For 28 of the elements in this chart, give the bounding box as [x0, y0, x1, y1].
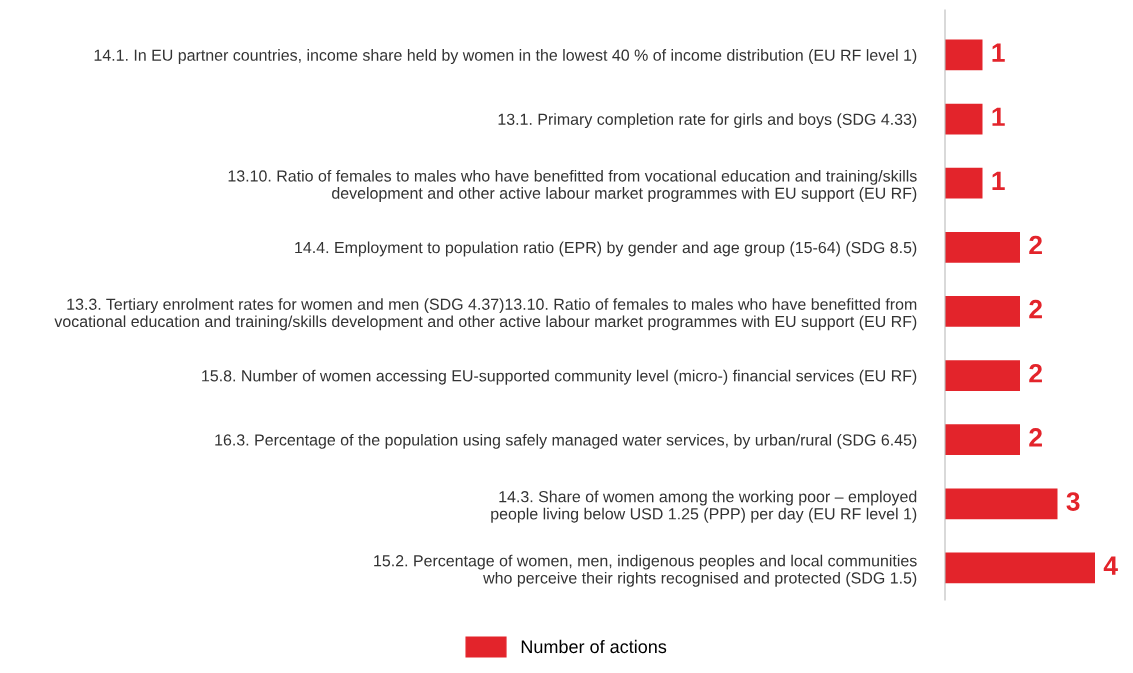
y-tick-label: 13.3. Tertiary enrolment rates for women and men (SDG 4.37)13.10. Ratio of females to males who have benefitted from vocational education and training/skills development and other active labour market programmes with EU support (EU RF)	[54, 298, 917, 331]
legend-label: Number of actions	[521, 639, 667, 654]
bar	[945, 103, 983, 135]
y-tick-label: 14.4. Employment to population ratio (EPR) by gender and age group (15-64) (SDG 8.5)	[295, 241, 917, 257]
data-label: 1	[992, 43, 1005, 62]
bar	[945, 552, 1095, 584]
bar	[945, 39, 983, 71]
bar	[945, 167, 983, 199]
data-label: 4	[1103, 556, 1118, 575]
data-label: 1	[992, 107, 1005, 126]
data-label: 2	[1029, 363, 1042, 383]
bar	[945, 296, 1020, 327]
y-tick-label: 16.3. Percentage of the population using safely managed water services, by urban/rural (SDG 6.45)	[215, 433, 917, 449]
bar	[945, 488, 1058, 520]
data-label: 3	[1066, 492, 1080, 511]
y-tick-label: 13.10. Ratio of females to males who have benefitted from vocational education and training/skills development and other active labour market programmes with EU support (EU RF)	[228, 169, 917, 203]
bar	[945, 424, 1020, 456]
data-label: 2	[1029, 235, 1042, 255]
y-tick-label: 13.1. Primary completion rate for girls and boys (SDG 4.33)	[498, 113, 917, 129]
data-label: 2	[1029, 299, 1042, 319]
data-label: 1	[992, 171, 1005, 190]
bar	[945, 360, 1020, 391]
y-tick-label: 15.8. Number of women accessing EU-supported community level (micro-) financial services (EU RF)	[202, 369, 917, 385]
y-tick-label: 14.1. In EU partner countries, income share held by women in the lowest 40 % of income distribution (EU RF level 1)	[94, 49, 917, 64]
y-tick-label: 15.2. Percentage of women, men, indigenous peoples and local communities who perceive their rights recognised and protected (SDG 1.5)	[374, 554, 917, 587]
data-label: 2	[1029, 428, 1042, 447]
bar	[945, 231, 1020, 263]
y-tick-label: 14.3. Share of women among the working poor – employed people living below USD 1.25 (PPP) per day (EU RF level 1)	[491, 490, 917, 523]
